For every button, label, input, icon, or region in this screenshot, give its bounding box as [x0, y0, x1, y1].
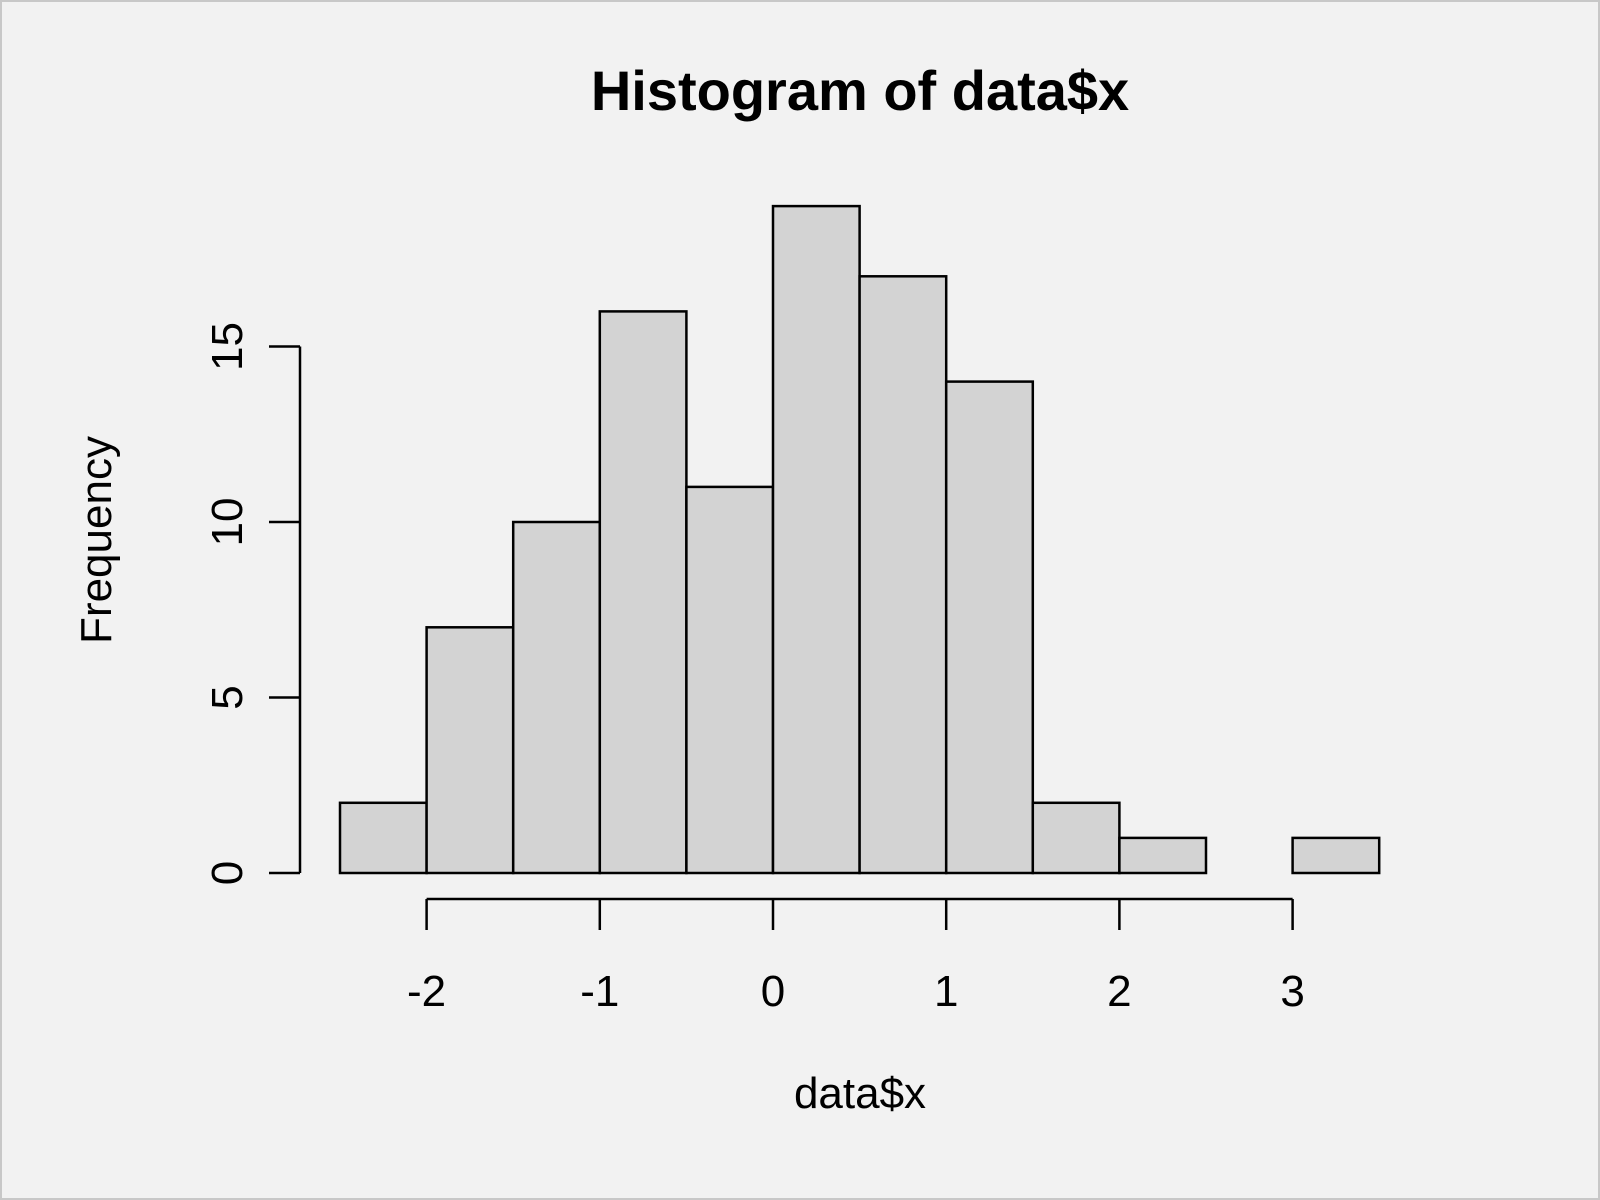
- x-tick-label: -2: [407, 967, 446, 1016]
- bars-group: [338, 204, 1381, 875]
- y-axis-label: Frequency: [72, 436, 121, 644]
- x-tick-label: 3: [1280, 967, 1304, 1016]
- x-tick-label: 2: [1107, 967, 1131, 1016]
- x-tick-label: 0: [761, 967, 785, 1016]
- histogram-bar: [338, 801, 428, 875]
- chart-title: Histogram of data$x: [591, 59, 1129, 122]
- histogram-bar: [944, 380, 1035, 875]
- y-tick-label: 10: [203, 498, 252, 547]
- histogram-bar: [1031, 801, 1121, 875]
- x-axis-label: data$x: [794, 1069, 926, 1118]
- y-tick-label: 0: [203, 861, 252, 885]
- histogram-bar: [858, 275, 948, 875]
- x-axis: -2 -1 0 1 2 3: [407, 897, 1305, 1016]
- histogram-bar: [511, 520, 602, 875]
- histogram-bar: [771, 204, 861, 875]
- x-tick-label: -1: [580, 967, 619, 1016]
- histogram-bar: [1291, 836, 1381, 875]
- histogram-bar: [685, 485, 775, 875]
- y-tick-label: 5: [203, 685, 252, 709]
- histogram-bar: [425, 626, 515, 875]
- y-tick-label: 15: [203, 322, 252, 371]
- histogram-bar: [598, 310, 688, 875]
- x-tick-label: 1: [934, 967, 958, 1016]
- y-axis: 0 5 10 15: [203, 322, 302, 885]
- histogram-bar: [1118, 836, 1208, 875]
